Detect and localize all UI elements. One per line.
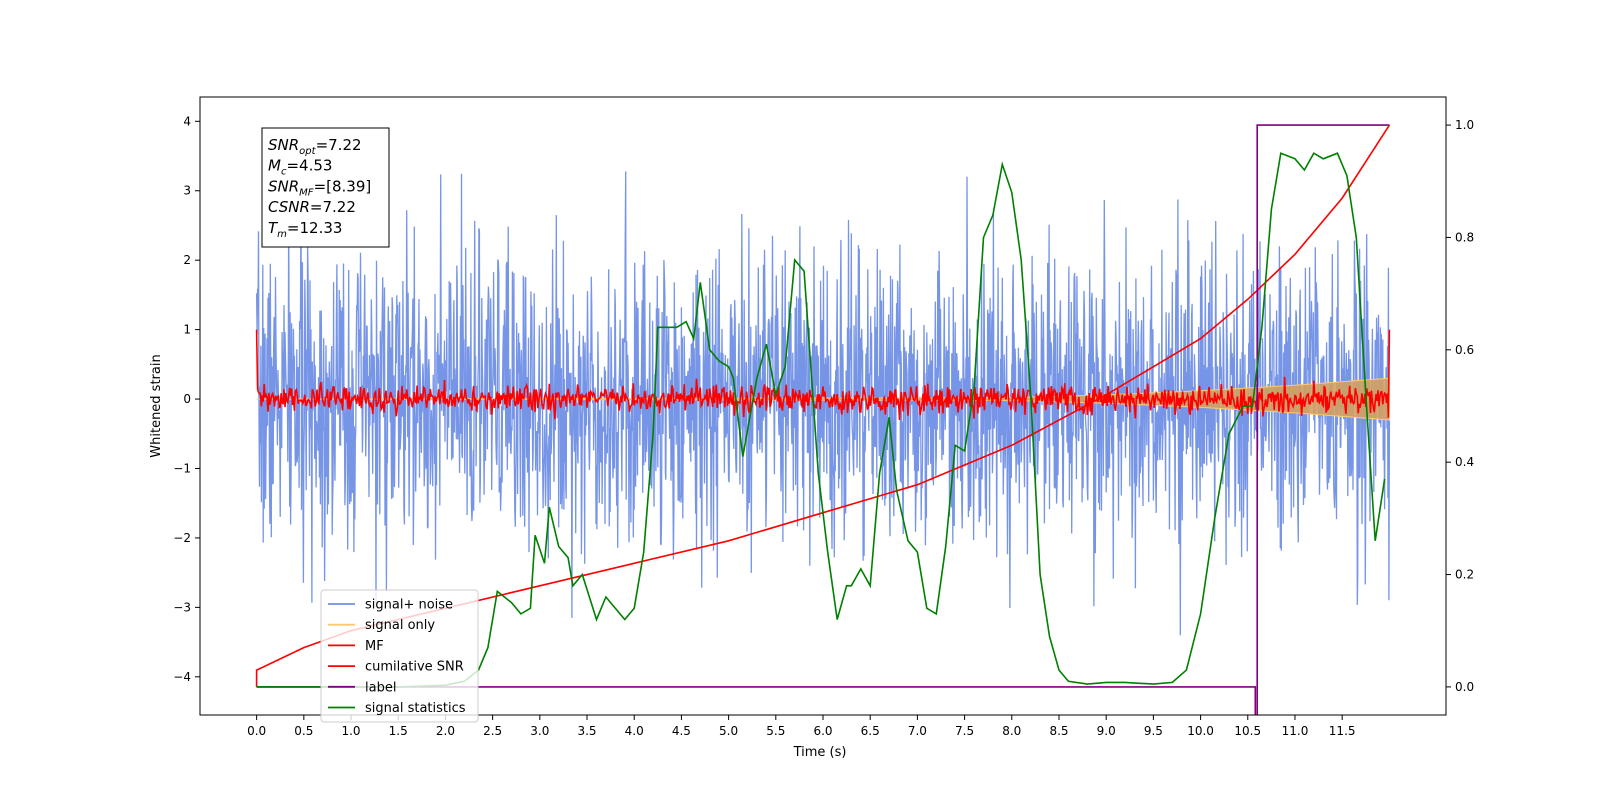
x-tick-label: 0.0 [247, 724, 266, 738]
series-label [256, 124, 1390, 715]
x-tick-label: 11.5 [1329, 724, 1356, 738]
y-axis-label: Whitened strain [149, 354, 164, 457]
annotation-line: Tm=12.33 [268, 219, 342, 240]
y-tick-label: −1 [173, 461, 191, 475]
annotation-value: =4.53 [286, 157, 332, 175]
x-tick-label: 8.5 [1049, 724, 1068, 738]
annotation-value: =12.33 [287, 219, 343, 237]
annotation-symbol: SNR [268, 177, 299, 195]
annotation-subscript: c [281, 167, 287, 178]
annotation-symbol: CSNR [268, 198, 310, 216]
x-tick-label: 10.5 [1234, 724, 1261, 738]
annotation-subscript: opt [299, 146, 316, 157]
x-tick-label: 3.5 [577, 724, 596, 738]
x-tick-label: 3.0 [530, 724, 549, 738]
annotation-subscript: MF [299, 187, 314, 198]
x-tick-label: 9.5 [1144, 724, 1163, 738]
legend: signal+ noise signal only MF cumilative SNR… [320, 589, 479, 723]
legend-label: label [365, 680, 396, 695]
y-tick-label: 1 [183, 323, 191, 337]
x-tick-label: 6.0 [813, 724, 832, 738]
annotation-symbol: M [268, 157, 281, 175]
x-axis-label: Time (s) [793, 745, 847, 760]
x-tick-label: 6.5 [861, 724, 880, 738]
y2-tick-label: 0.6 [1455, 343, 1474, 357]
x-tick-label: 5.0 [719, 724, 738, 738]
series-signal-plus-noise [255, 171, 1391, 636]
y2-tick-label: 0.4 [1455, 455, 1474, 469]
x-tick-label: 4.5 [672, 724, 691, 738]
annotation-line: SNRopt=7.22 [268, 136, 362, 157]
x-tick-label: 1.5 [389, 724, 408, 738]
x-tick-label: 2.0 [436, 724, 455, 738]
y2-tick-label: 0.2 [1455, 568, 1474, 582]
y-tick-label: −3 [173, 600, 191, 614]
annotation-line: SNRMF=[8.39] [268, 177, 371, 198]
x-tick-label: 10.0 [1187, 724, 1214, 738]
legend-label: signal statistics [365, 701, 466, 716]
y-tick-label: −2 [173, 531, 191, 545]
annotation-value: =[8.39] [314, 177, 372, 195]
annotation-line: Mc=4.53 [268, 157, 332, 178]
x-tick-label: 1.0 [341, 724, 360, 738]
y-tick-label: 4 [183, 114, 191, 128]
legend-label: MF [365, 639, 384, 654]
annotation-subscript: m [277, 229, 287, 240]
annotation-value: =7.22 [310, 198, 356, 216]
y2-tick-label: 1.0 [1455, 118, 1474, 132]
legend-label: cumilative SNR [365, 660, 464, 675]
y-tick-label: 3 [183, 184, 191, 198]
x-tick-label: 7.5 [955, 724, 974, 738]
series-signal-statistics [256, 152, 1386, 688]
legend-frame [320, 589, 479, 723]
x-tick-label: 9.0 [1097, 724, 1116, 738]
annotation-line: CSNR=7.22 [268, 198, 356, 216]
x-tick-label: 2.5 [483, 724, 502, 738]
y-tick-label: 0 [183, 392, 191, 406]
series-mf [255, 329, 1391, 421]
y-tick-label: 2 [183, 253, 191, 267]
x-tick-label: 0.5 [294, 724, 313, 738]
annotation-value: =7.22 [316, 136, 362, 154]
y2-tick-label: 0.0 [1455, 680, 1474, 694]
annotation-box-frame [261, 127, 390, 248]
annotation-symbol: T [268, 219, 279, 237]
x-tick-label: 8.0 [1002, 724, 1021, 738]
y-tick-label: −4 [173, 670, 191, 684]
legend-label: signal+ noise [365, 598, 453, 613]
annotation-box: SNRopt=7.22Mc=4.53SNRMF=[8.39]CSNR=7.22T… [261, 127, 390, 248]
y2-tick-label: 0.8 [1455, 230, 1474, 244]
x-tick-label: 5.5 [766, 724, 785, 738]
annotation-symbol: SNR [268, 136, 299, 154]
x-tick-label: 11.0 [1282, 724, 1309, 738]
x-tick-label: 7.0 [908, 724, 927, 738]
legend-label: signal only [365, 618, 435, 633]
x-tick-label: 4.0 [625, 724, 644, 738]
